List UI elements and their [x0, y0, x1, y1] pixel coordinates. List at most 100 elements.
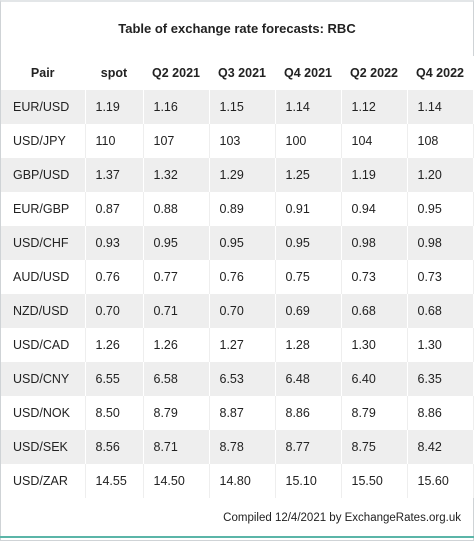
table-row: NZD/USD 0.70 0.71 0.70 0.69 0.68 0.68 [1, 294, 474, 328]
currency-pair-cell: USD/CHF [1, 226, 86, 260]
table-row: USD/ZAR 14.55 14.50 14.80 15.10 15.50 15.60 [1, 464, 474, 498]
rate-cell: 8.86 [275, 396, 342, 430]
rate-cell: 8.75 [341, 430, 408, 464]
currency-pair-cell: AUD/USD [1, 260, 86, 294]
rate-cell: 103 [209, 124, 276, 158]
rate-cell: 6.53 [209, 362, 276, 396]
rate-cell: 0.68 [341, 294, 408, 328]
currency-pair-cell: USD/CNY [1, 362, 86, 396]
rate-cell: 1.16 [143, 90, 210, 124]
rate-cell: 110 [85, 124, 144, 158]
rate-cell: 1.14 [275, 90, 342, 124]
column-header-q4-2021: Q4 2021 [275, 56, 342, 90]
rate-cell: 1.20 [407, 158, 474, 192]
rate-cell: 1.19 [85, 90, 144, 124]
currency-pair-cell: NZD/USD [1, 294, 86, 328]
rate-cell: 0.95 [209, 226, 276, 260]
rate-cell: 0.95 [143, 226, 210, 260]
rate-cell: 8.79 [341, 396, 408, 430]
rate-cell: 1.30 [407, 328, 474, 362]
currency-pair-cell: EUR/GBP [1, 192, 86, 226]
column-header-q2-2022: Q2 2022 [341, 56, 408, 90]
rate-cell: 0.77 [143, 260, 210, 294]
rate-cell: 0.70 [85, 294, 144, 328]
rate-cell: 0.98 [341, 226, 408, 260]
rate-cell: 14.50 [143, 464, 210, 498]
rate-cell: 1.14 [407, 90, 474, 124]
currency-pair-cell: USD/ZAR [1, 464, 86, 498]
rate-cell: 15.50 [341, 464, 408, 498]
column-header-pair: Pair [1, 56, 86, 90]
rate-cell: 1.25 [275, 158, 342, 192]
rate-cell: 0.95 [407, 192, 474, 226]
column-header-q4-2022: Q4 2022 [407, 56, 474, 90]
rate-cell: 1.26 [143, 328, 210, 362]
compiled-footer: Compiled 12/4/2021 by ExchangeRates.org.… [223, 512, 461, 524]
rate-cell: 104 [341, 124, 408, 158]
currency-pair-cell: GBP/USD [1, 158, 86, 192]
rate-cell: 108 [407, 124, 474, 158]
rate-cell: 8.42 [407, 430, 474, 464]
rate-cell: 8.78 [209, 430, 276, 464]
rate-cell: 8.56 [85, 430, 144, 464]
rate-cell: 0.98 [407, 226, 474, 260]
column-header-spot: spot [85, 56, 144, 90]
rate-cell: 1.30 [341, 328, 408, 362]
rate-cell: 8.79 [143, 396, 210, 430]
rate-cell: 1.19 [341, 158, 408, 192]
rate-cell: 8.50 [85, 396, 144, 430]
rate-cell: 15.10 [275, 464, 342, 498]
rate-cell: 6.48 [275, 362, 342, 396]
rate-cell: 6.40 [341, 362, 408, 396]
currency-pair-cell: EUR/USD [1, 90, 86, 124]
rate-cell: 0.69 [275, 294, 342, 328]
table-row: USD/CHF 0.93 0.95 0.95 0.95 0.98 0.98 [1, 226, 474, 260]
forecast-table: Pair spot Q2 2021 Q3 2021 Q4 2021 Q2 202… [1, 56, 474, 498]
rate-cell: 0.89 [209, 192, 276, 226]
rate-cell: 1.12 [341, 90, 408, 124]
rate-cell: 0.95 [275, 226, 342, 260]
rate-cell: 0.71 [143, 294, 210, 328]
rate-cell: 14.80 [209, 464, 276, 498]
rate-cell: 0.94 [341, 192, 408, 226]
rate-cell: 1.15 [209, 90, 276, 124]
rate-cell: 0.93 [85, 226, 144, 260]
rate-cell: 6.35 [407, 362, 474, 396]
rate-cell: 0.75 [275, 260, 342, 294]
rate-cell: 8.87 [209, 396, 276, 430]
currency-pair-cell: USD/SEK [1, 430, 86, 464]
rate-cell: 6.55 [85, 362, 144, 396]
rate-cell: 15.60 [407, 464, 474, 498]
table-title: Table of exchange rate forecasts: RBC [118, 21, 356, 36]
table-row: USD/SEK 8.56 8.71 8.78 8.77 8.75 8.42 [1, 430, 474, 464]
column-header-q3-2021: Q3 2021 [209, 56, 276, 90]
rate-cell: 107 [143, 124, 210, 158]
rate-cell: 1.29 [209, 158, 276, 192]
table-row: EUR/USD 1.19 1.16 1.15 1.14 1.12 1.14 [1, 90, 474, 124]
table-row: EUR/GBP 0.87 0.88 0.89 0.91 0.94 0.95 [1, 192, 474, 226]
table-row: USD/JPY 110 107 103 100 104 108 [1, 124, 474, 158]
table-row: USD/CNY 6.55 6.58 6.53 6.48 6.40 6.35 [1, 362, 474, 396]
rate-cell: 1.32 [143, 158, 210, 192]
column-header-q2-2021: Q2 2021 [143, 56, 210, 90]
currency-pair-cell: USD/NOK [1, 396, 86, 430]
table-header-row: Pair spot Q2 2021 Q3 2021 Q4 2021 Q2 202… [1, 56, 474, 90]
forecast-table-card: Table of exchange rate forecasts: RBC Pa… [0, 0, 474, 541]
rate-cell: 8.86 [407, 396, 474, 430]
accent-divider [0, 536, 474, 538]
rate-cell: 0.87 [85, 192, 144, 226]
table-row: USD/NOK 8.50 8.79 8.87 8.86 8.79 8.86 [1, 396, 474, 430]
rate-cell: 0.76 [85, 260, 144, 294]
table-row: GBP/USD 1.37 1.32 1.29 1.25 1.19 1.20 [1, 158, 474, 192]
rate-cell: 0.91 [275, 192, 342, 226]
rate-cell: 8.71 [143, 430, 210, 464]
rate-cell: 100 [275, 124, 342, 158]
table-row: USD/CAD 1.26 1.26 1.27 1.28 1.30 1.30 [1, 328, 474, 362]
table-row: AUD/USD 0.76 0.77 0.76 0.75 0.73 0.73 [1, 260, 474, 294]
rate-cell: 0.76 [209, 260, 276, 294]
rate-cell: 1.37 [85, 158, 144, 192]
rate-cell: 1.26 [85, 328, 144, 362]
rate-cell: 1.28 [275, 328, 342, 362]
rate-cell: 0.70 [209, 294, 276, 328]
currency-pair-cell: USD/CAD [1, 328, 86, 362]
